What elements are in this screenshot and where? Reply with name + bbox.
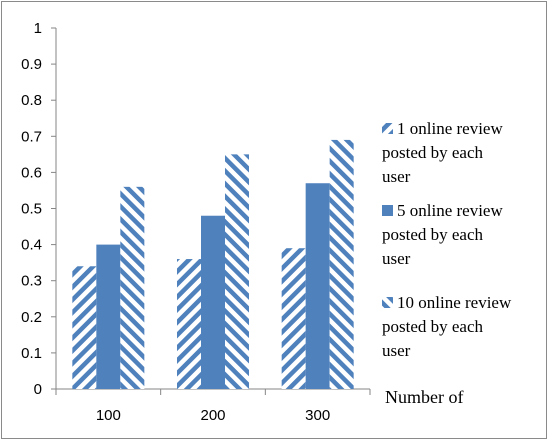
x-tick-label: 300 [305,407,330,424]
legend-label: 1 online review [397,119,503,138]
bar [281,248,306,389]
legend-label: user [382,249,411,268]
bar [177,259,201,389]
y-tick-label: 0.3 [21,273,42,290]
legend-label: posted by each [382,225,484,244]
y-tick-label: 0.2 [21,309,42,326]
tick-labels: 0 0.1 0.2 0.3 0.4 0.5 0.6 0.7 0.8 0.9 1 100 200 300 Nu… [21,20,463,424]
y-tick-label: 0.4 [21,237,42,254]
legend-label: posted by each [382,317,484,336]
y-tick-label: 1 [34,20,42,37]
bar [305,183,330,389]
x-tick-label: 200 [200,407,225,424]
bar [201,215,225,389]
y-tick-label: 0.9 [21,56,42,73]
bar [72,266,97,389]
legend-swatch [382,123,393,134]
legend-label: 10 online review [397,293,512,312]
bar [225,154,249,389]
bar [120,186,145,389]
legend: 1 online review posted by each user 5 onlin… [382,119,512,360]
bar [96,244,121,389]
y-tick-label: 0 [34,381,42,398]
bars [72,139,354,389]
legend-label: 5 online review [397,201,503,220]
y-tick-label: 0.6 [21,164,42,181]
x-axis-label: Number of [385,387,463,407]
y-tick-label: 0.1 [21,345,42,362]
legend-label: posted by each [382,143,484,162]
legend-label: user [382,167,411,186]
y-tick-label: 0.7 [21,128,42,145]
y-tick-label: 0.8 [21,92,42,109]
legend-swatch [382,297,393,308]
legend-label: user [382,341,411,360]
x-tick-label: 100 [96,407,121,424]
legend-swatch [382,205,393,216]
y-tick-label: 0.5 [21,201,42,218]
bar [329,139,354,389]
